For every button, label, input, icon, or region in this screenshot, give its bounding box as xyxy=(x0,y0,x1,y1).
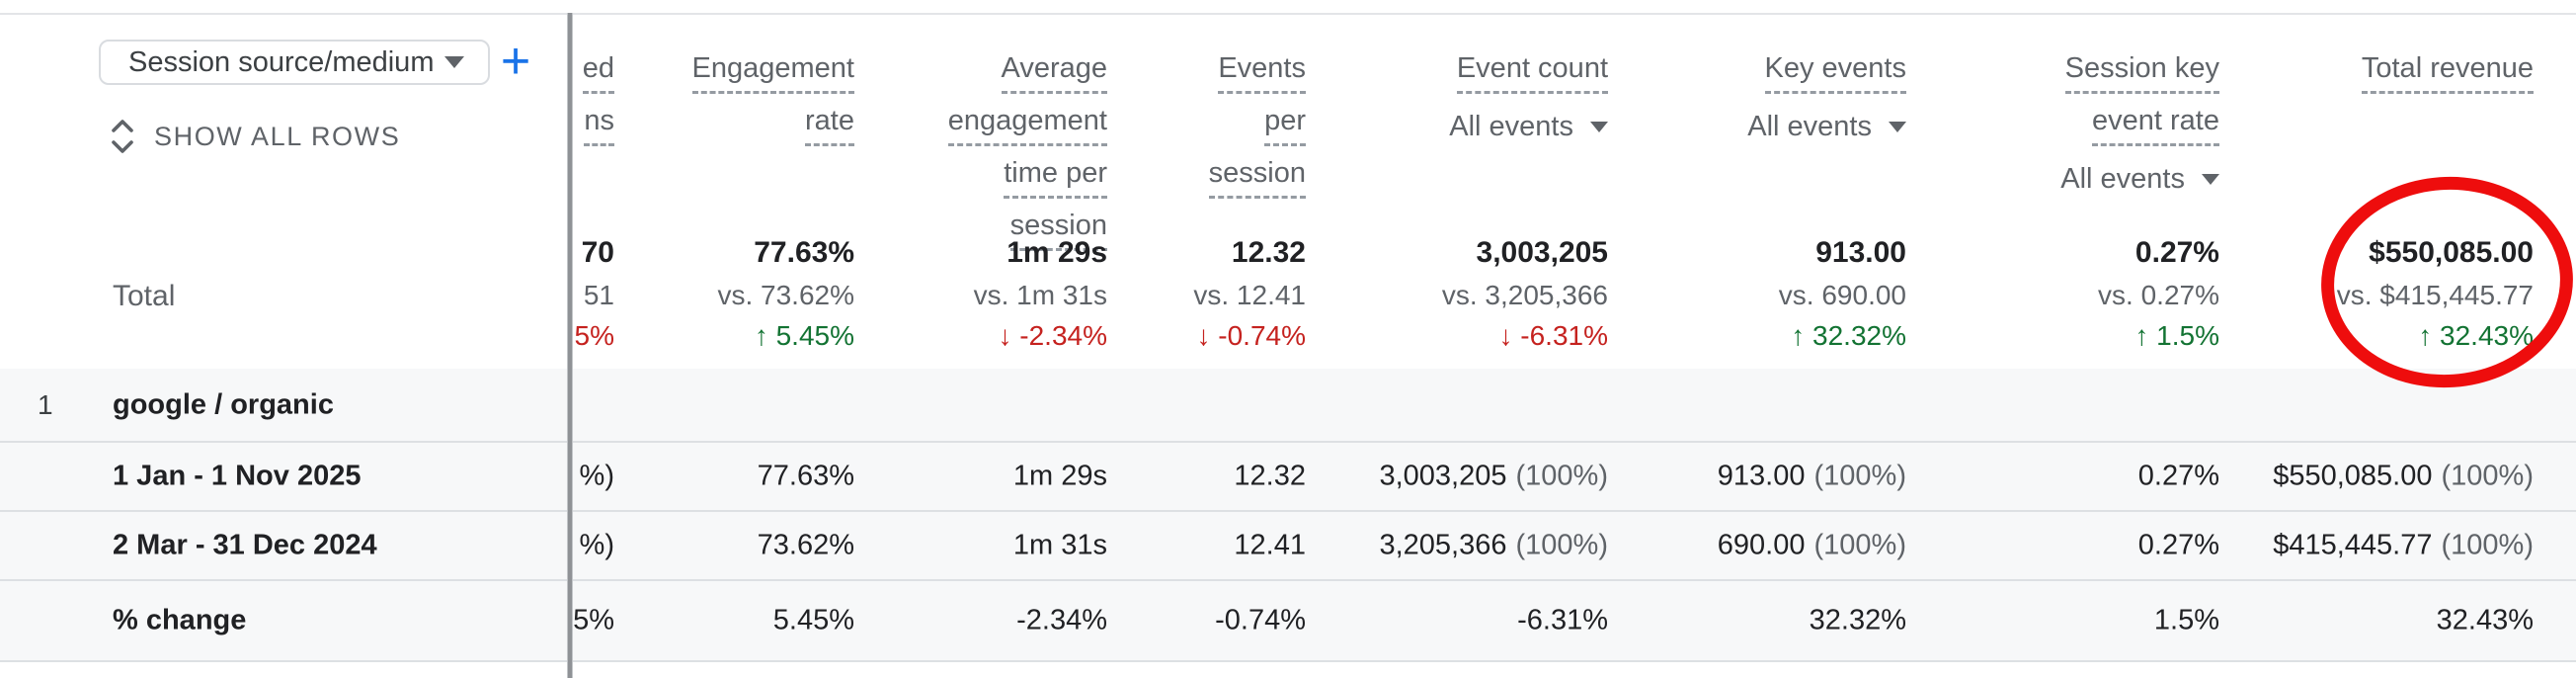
key-events-filter[interactable]: All events xyxy=(1482,106,1906,147)
table-row-percent-change: % change 5% 5.45% -2.34% -0.74% -6.31% 3… xyxy=(0,581,2576,662)
column-header-key-events[interactable]: Key events All events xyxy=(1482,49,1906,147)
dimension-selector[interactable]: Session source/medium xyxy=(99,40,490,85)
column-header-avg-engagement-time[interactable]: Average engagement time per session xyxy=(683,49,1107,259)
show-all-rows-button[interactable]: SHOW ALL ROWS xyxy=(109,115,400,158)
chevron-down-icon xyxy=(1889,121,1906,132)
date-range-label: 2 Mar - 31 Dec 2024 xyxy=(113,529,377,561)
total-cell-event-count: 3,003,205 vs. 3,205,366 ↓ -6.31% xyxy=(1441,236,1608,351)
column-header-total-revenue[interactable]: Total revenue xyxy=(2109,49,2534,102)
session-key-event-rate-filter[interactable]: All events xyxy=(1795,158,2219,200)
table-cell: 77.63% xyxy=(757,460,854,492)
table-cell: -0.74% xyxy=(1215,604,1306,636)
total-cell-total-revenue: $550,085.00 vs. $415,445.77 ↑ 32.43% xyxy=(2336,236,2534,351)
table-cell: %) xyxy=(579,529,614,561)
table-cell: 73.62% xyxy=(757,529,854,561)
column-header-engagement-rate[interactable]: Engagement rate xyxy=(430,49,854,154)
chevron-down-icon xyxy=(1590,121,1608,132)
date-range-label: 1 Jan - 1 Nov 2025 xyxy=(113,460,362,492)
total-cell-key-events: 913.00 vs. 690.00 ↑ 32.32% xyxy=(1778,236,1906,351)
column-header-engaged-sessions-clipped[interactable]: ed ns xyxy=(525,49,614,154)
dimension-value-label: google / organic xyxy=(113,388,334,420)
table-row-date-range-1: 1 Jan - 1 Nov 2025 %) 77.63% 1m 29s 12.3… xyxy=(0,443,2576,512)
table-cell: 12.32 xyxy=(1234,460,1306,492)
column-header-events-per-session[interactable]: Events per session xyxy=(881,49,1306,207)
dimension-selector-label: Session source/medium xyxy=(128,45,435,78)
chevron-down-icon xyxy=(2202,173,2219,185)
table-cell: 690.00 (100%) xyxy=(1717,529,1906,561)
total-cell-engaged-sessions-clipped: 70 51 5% xyxy=(574,236,614,351)
total-cell-events-per-session: 12.32 vs. 12.41 ↓ -0.74% xyxy=(1193,236,1306,351)
table-cell: 0.27% xyxy=(2137,529,2219,561)
table-cell: $550,085.00 (100%) xyxy=(2273,460,2534,492)
table-cell: $415,445.77 (100%) xyxy=(2273,529,2534,561)
percent-change-label: % change xyxy=(113,604,247,636)
table-cell: 1m 29s xyxy=(1012,460,1107,492)
table-cell: 0.27% xyxy=(2137,460,2219,492)
total-row-label: Total xyxy=(113,280,176,312)
table-cell: 5% xyxy=(573,604,614,636)
table-cell: 32.32% xyxy=(1809,604,1906,636)
total-cell-avg-engagement-time: 1m 29s vs. 1m 31s ↓ -2.34% xyxy=(973,236,1107,351)
table-cell: 1.5% xyxy=(2153,604,2219,636)
column-header-session-key-event-rate[interactable]: Session key event rate All events xyxy=(1795,49,2219,200)
table-cell: -6.31% xyxy=(1517,604,1608,636)
chevron-down-icon xyxy=(444,56,464,68)
table-top-border xyxy=(0,13,2576,15)
table-cell: 3,205,366 (100%) xyxy=(1379,529,1608,561)
row-index: 1 xyxy=(38,388,53,420)
table-cell: -2.34% xyxy=(1016,604,1107,636)
total-cell-session-key-event-rate: 0.27% vs. 0.27% ↑ 1.5% xyxy=(2098,236,2219,351)
table-cell: 32.43% xyxy=(2436,604,2534,636)
table-cell: 3,003,205 (100%) xyxy=(1379,460,1608,492)
frozen-pane-divider[interactable] xyxy=(567,13,573,678)
table-cell: 913.00 (100%) xyxy=(1717,460,1906,492)
unfold-more-icon xyxy=(109,117,136,156)
column-header-event-count[interactable]: Event count All events xyxy=(1183,49,1608,147)
add-dimension-button[interactable]: + xyxy=(500,33,531,90)
table-cell: 12.41 xyxy=(1234,529,1306,561)
table-row-dimension[interactable]: 1 google / organic xyxy=(0,369,2576,443)
table-cell: 1m 31s xyxy=(1012,529,1107,561)
show-all-rows-label: SHOW ALL ROWS xyxy=(154,121,401,151)
table-row-date-range-2: 2 Mar - 31 Dec 2024 %) 73.62% 1m 31s 12.… xyxy=(0,512,2576,581)
total-cell-engagement-rate: 77.63% vs. 73.62% ↑ 5.45% xyxy=(717,236,854,351)
table-cell: 5.45% xyxy=(772,604,854,636)
table-cell: %) xyxy=(579,460,614,492)
event-count-filter[interactable]: All events xyxy=(1183,106,1608,147)
